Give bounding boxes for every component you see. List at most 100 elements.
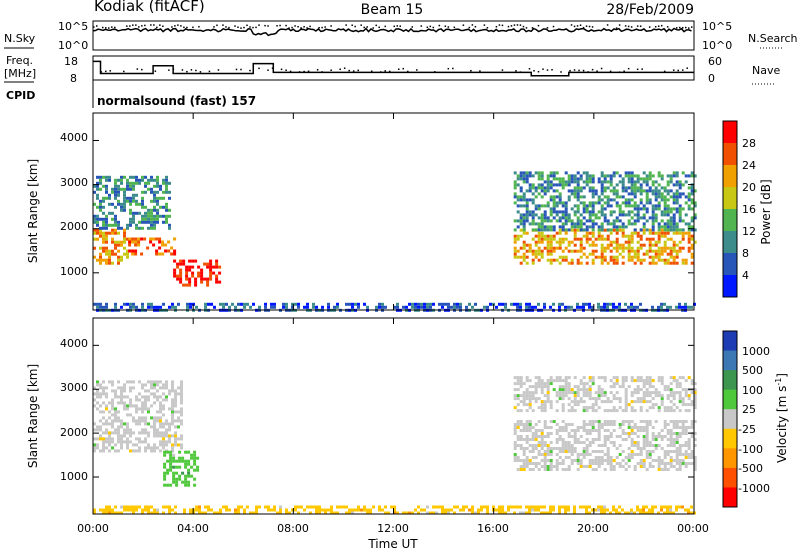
power-cell-5 [690,186,694,190]
nsearch-dot [180,25,182,27]
nsearch-dot [411,26,414,28]
power-cell-6 [327,302,330,306]
vel-cell-4 [672,511,675,515]
vel-cell-2 [666,444,670,447]
power-cell-5 [528,171,532,175]
power-cell-5 [570,192,574,196]
nsearch-dot [351,24,353,27]
vel-cell-2 [522,459,526,462]
vel-cell-0 [93,437,96,441]
vel-cell-2 [567,435,571,438]
vel-cell-3 [648,406,652,410]
vel-cell-2 [624,468,628,471]
power-cell-5 [540,186,544,190]
time-tick-2: 08:00 [277,522,309,535]
vel-cell-3 [537,382,541,386]
vel-cell-3 [540,385,544,389]
power-cell-6 [576,302,579,306]
vel-cell-0 [96,389,99,393]
vel-cell-2 [651,444,655,447]
power-cell-2 [188,277,192,281]
power-cell-3 [162,220,165,224]
vel-cell-0 [177,419,180,423]
power-cell-3 [159,214,162,218]
vel-cell-4 [648,508,651,512]
power-cell-5 [588,204,592,208]
vel-cbar-tick-500: 500 [742,364,763,377]
power-cell-4 [546,258,550,262]
power-cell-5 [663,225,667,229]
vel-cell-4 [597,505,600,509]
vel-cell-2 [588,429,592,432]
power-cell-4 [552,234,556,238]
power-cell-5 [609,174,613,178]
power-cell-5 [645,198,649,202]
power-cell-5 [693,216,697,220]
vel-cell-3 [693,391,697,395]
power-cell-5 [660,210,664,214]
power-cell-5 [591,177,595,181]
power-cell-5 [663,228,667,232]
power-cell-4 [660,246,664,250]
power-cell-5 [591,174,595,178]
vel-cell-2 [594,420,598,423]
power-cell-4 [549,261,553,265]
vel-cell-2 [627,465,631,468]
power-cell-5 [615,219,619,223]
power-cell-0 [123,252,126,256]
vel-cell-3 [603,376,607,380]
vel-cell-4 [321,508,324,512]
power-cell-5 [666,204,670,208]
vel-cell-3 [669,382,673,386]
power-cell-4 [669,252,673,256]
vel-cell-0 [102,401,105,405]
power-cell-3 [132,217,135,221]
power-cell-6 [612,305,615,309]
vel-cell-0 [111,425,114,429]
nsearch-dot [537,24,540,27]
power-cell-5 [513,180,517,184]
power-cell-5 [666,228,670,232]
power-cell-5 [618,225,622,229]
vel-cell-0 [93,392,96,396]
power-cell-5 [675,189,679,193]
vel-cell-2 [531,432,535,435]
vel-cell-2 [678,432,682,435]
power-cell-5 [678,180,682,184]
vel-cell-0 [171,380,174,384]
time-tick-5: 20:00 [577,522,609,535]
vel-cell-0 [105,407,108,411]
power-cell-5 [522,180,526,184]
power-cell-4 [666,252,670,256]
vel-cell-2 [546,444,550,447]
power-cell-5 [522,177,526,181]
power-cell-4 [534,234,538,238]
vel-cell-0 [153,434,156,438]
power-cell-4 [615,240,619,244]
power-cell-5 [534,228,538,232]
vel-cell-3 [549,379,553,383]
power-cell-5 [567,180,571,184]
vel-cell-2 [594,468,598,471]
power-cell-5 [543,225,547,229]
power-cell-5 [651,228,655,232]
vel-cell-4 [537,505,540,509]
power-cell-5 [645,177,649,181]
vel-cell-4 [105,508,108,512]
power-cell-0 [123,240,126,244]
vel-cell-2 [675,450,679,453]
power-cell-3 [96,187,99,191]
vel-cell-0 [156,419,159,423]
vel-cell-1 [169,462,173,466]
power-cell-4 [549,237,553,241]
nave-dot [596,70,598,72]
power-cell-5 [543,228,547,232]
power-cell-1 [173,237,177,241]
power-cell-6 [177,302,180,306]
vel-cell-4 [309,505,312,509]
power-cell-3 [156,214,159,218]
power-cell-5 [621,213,625,217]
nave-dot [600,67,603,70]
vel-cell-4 [384,505,387,509]
power-cell-6 [378,305,381,309]
